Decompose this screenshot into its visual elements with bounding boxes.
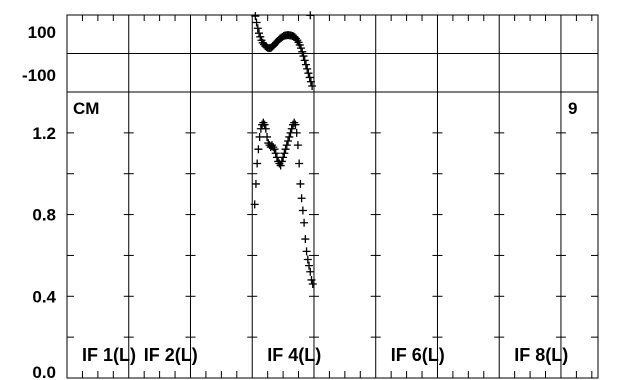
phase-point <box>301 60 310 69</box>
amplitude-point <box>298 206 307 215</box>
phase-point <box>297 44 306 53</box>
plot-frames <box>66 14 599 379</box>
amplitude-point <box>308 280 317 289</box>
amplitude-point <box>284 137 293 146</box>
if-label: IF 4(L) <box>267 345 321 365</box>
data-points <box>250 11 317 289</box>
amplitude-point <box>277 157 286 166</box>
phase-point <box>255 29 264 38</box>
amplitude-point <box>276 161 285 170</box>
phase-point <box>304 69 313 78</box>
amplitude-y-tick-label: 0.0 <box>32 363 56 380</box>
phase-point <box>252 18 261 27</box>
amplitude-point <box>260 120 269 129</box>
phase-point <box>300 56 309 65</box>
phase-point <box>298 47 307 56</box>
tick-marks <box>67 15 598 378</box>
amplitude-point <box>261 124 270 133</box>
amplitude-point <box>263 132 272 141</box>
amplitude-point <box>306 267 315 276</box>
if-label: IF 8(L) <box>514 345 568 365</box>
top-right-label: 9 <box>568 99 577 118</box>
amplitude-point <box>297 194 306 203</box>
phase-point <box>253 24 262 33</box>
amplitude-point <box>270 145 279 154</box>
text-labels: CM 9 100 -100 1.2 0.8 0.4 0.0 IF 1(L) IF 2(L) IF… <box>22 23 578 380</box>
amplitude-point <box>253 159 262 168</box>
amplitude-point <box>293 141 302 150</box>
amplitude-point <box>296 179 305 188</box>
phase-point <box>305 73 314 82</box>
if-label: IF 6(L) <box>391 345 445 365</box>
phase-point <box>251 12 260 21</box>
phase-outlier-point <box>306 11 315 20</box>
amplitude-point <box>279 153 288 162</box>
phase-point <box>306 77 315 86</box>
amplitude-point <box>295 159 304 168</box>
amplitude-point <box>302 247 311 256</box>
amplitude-point <box>285 132 294 141</box>
amplitude-point <box>254 145 263 154</box>
amplitude-point <box>287 124 296 133</box>
amplitude-point <box>250 200 259 209</box>
phase-y-tick-label: 100 <box>28 23 56 42</box>
amplitude-y-tick-label: 1.2 <box>32 124 56 143</box>
amplitude-point <box>303 255 312 264</box>
phase-point <box>308 82 317 91</box>
if-label: IF 1(L) <box>82 345 136 365</box>
if-label: IF 2(L) <box>144 345 198 365</box>
top-left-label: CM <box>73 99 99 118</box>
amplitude-point <box>280 149 289 158</box>
amplitude-y-tick-label: 0.8 <box>32 206 56 225</box>
amplitude-point <box>291 120 300 129</box>
amplitude-point <box>305 261 314 270</box>
phase-point <box>256 32 265 41</box>
amplitude-point <box>300 218 309 227</box>
amplitude-point <box>301 235 310 244</box>
amplitude-point <box>281 145 290 154</box>
amplitude-panel-frame <box>66 91 599 379</box>
amplitude-point <box>292 128 301 137</box>
phase-point <box>299 52 308 61</box>
phase-y-tick-label: -100 <box>22 66 56 85</box>
amplitude-y-tick-label: 0.4 <box>32 287 56 306</box>
amplitude-point <box>282 141 291 150</box>
amplitude-point <box>251 179 260 188</box>
amplitude-point <box>255 132 264 141</box>
amplitude-point <box>271 149 280 158</box>
phase-point <box>303 64 312 73</box>
amplitude-point <box>307 275 316 284</box>
